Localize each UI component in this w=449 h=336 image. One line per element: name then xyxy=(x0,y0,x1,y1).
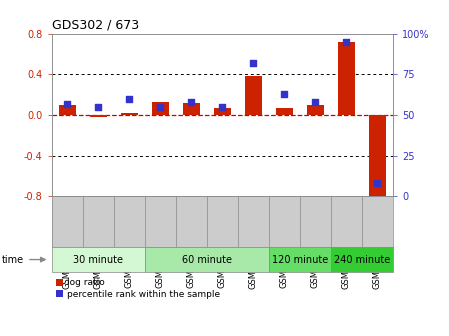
Point xyxy=(281,91,288,96)
Text: 30 minute: 30 minute xyxy=(73,255,123,264)
Point xyxy=(250,60,257,66)
Point xyxy=(64,101,71,106)
Bar xyxy=(183,103,200,115)
Text: 240 minute: 240 minute xyxy=(334,255,390,264)
Text: 60 minute: 60 minute xyxy=(182,255,232,264)
Bar xyxy=(121,113,138,115)
Text: GDS302 / 673: GDS302 / 673 xyxy=(52,18,139,31)
Bar xyxy=(307,105,324,115)
Point xyxy=(374,180,381,186)
Bar xyxy=(152,102,169,115)
Point xyxy=(343,39,350,44)
Bar xyxy=(369,115,386,198)
Text: 120 minute: 120 minute xyxy=(272,255,328,264)
Point xyxy=(95,104,102,110)
Bar xyxy=(90,115,107,117)
Point xyxy=(312,99,319,104)
Point xyxy=(188,99,195,104)
Point xyxy=(157,104,164,110)
Legend: log ratio, percentile rank within the sample: log ratio, percentile rank within the sa… xyxy=(56,278,220,299)
Point xyxy=(219,104,226,110)
Bar xyxy=(276,108,293,115)
Bar xyxy=(59,105,76,115)
Point xyxy=(126,96,133,101)
Text: time: time xyxy=(2,255,24,264)
Bar xyxy=(214,108,231,115)
Bar xyxy=(245,76,262,115)
Bar xyxy=(338,42,355,115)
